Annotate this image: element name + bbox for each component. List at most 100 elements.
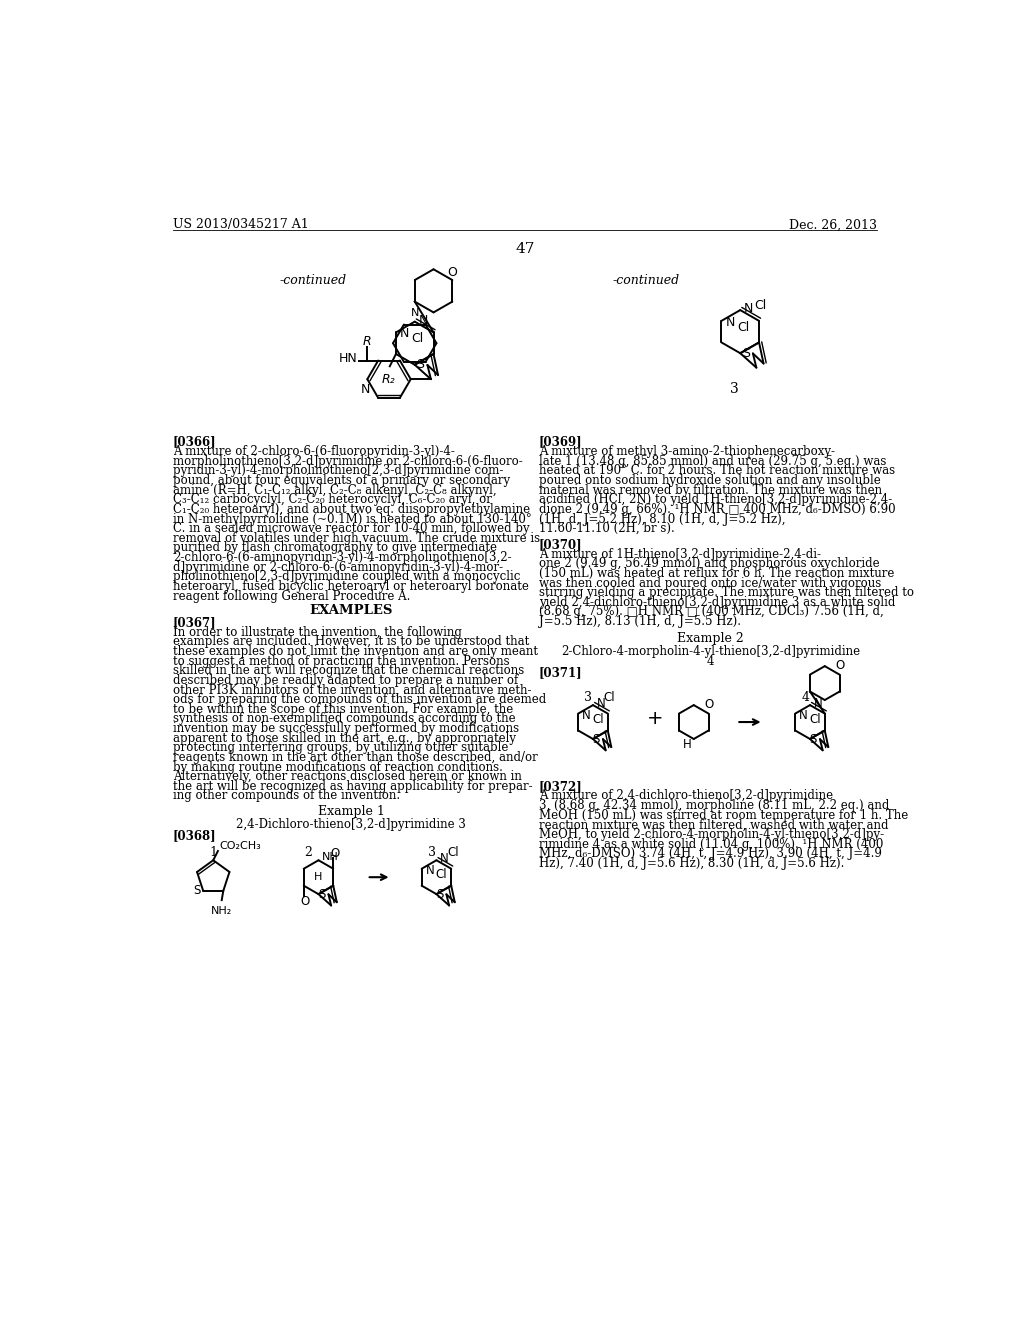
Text: N: N: [426, 863, 434, 876]
Text: N: N: [582, 709, 591, 722]
Text: Cl: Cl: [603, 692, 615, 705]
Text: N: N: [360, 383, 370, 396]
Text: S: S: [436, 888, 443, 900]
Text: (8.68 g, 75%). □H NMR □ (400 MHz, CDCl₃) 7.56 (1H, d,: (8.68 g, 75%). □H NMR □ (400 MHz, CDCl₃)…: [539, 606, 884, 618]
Text: amine (R=H, C₁-C₁₂ alkyl, C₂-C₈ alkenyl, C₂-C₈ alkynyl,: amine (R=H, C₁-C₁₂ alkyl, C₂-C₈ alkenyl,…: [173, 483, 497, 496]
Text: 4: 4: [707, 655, 715, 668]
Text: O: O: [330, 847, 339, 859]
Text: purified by flash chromatography to give intermediate: purified by flash chromatography to give…: [173, 541, 497, 554]
Text: 2: 2: [304, 846, 312, 859]
Text: the art will be recognized as having applicability for prepar-: the art will be recognized as having app…: [173, 780, 532, 793]
Text: yield 2,4-dichloro-thieno[3,2-d]pyrimidine 3 as a white solid: yield 2,4-dichloro-thieno[3,2-d]pyrimidi…: [539, 595, 895, 609]
Text: morpholinothieno[3,2-d]pyrimidine or 2-chloro-6-(6-fluoro-: morpholinothieno[3,2-d]pyrimidine or 2-c…: [173, 455, 522, 467]
Text: these examples do not limit the invention and are only meant: these examples do not limit the inventio…: [173, 645, 538, 659]
Text: MeOH (150 mL) was stirred at room temperature for 1 h. The: MeOH (150 mL) was stirred at room temper…: [539, 809, 908, 821]
Text: O: O: [301, 895, 310, 908]
Text: ods for preparing the compounds of this invention are deemed: ods for preparing the compounds of this …: [173, 693, 546, 706]
Text: heteroaryl, fused bicyclic heteroaryl or heteroaryl boronate: heteroaryl, fused bicyclic heteroaryl or…: [173, 579, 528, 593]
Text: heated at 190° C. for 2 hours. The hot reaction mixture was: heated at 190° C. for 2 hours. The hot r…: [539, 465, 895, 478]
Text: Cl: Cl: [446, 846, 459, 859]
Text: pyridin-3-yl)-4-morpholinothieno[2,3-d]pyrimidine com-: pyridin-3-yl)-4-morpholinothieno[2,3-d]p…: [173, 465, 504, 478]
Text: [0367]: [0367]: [173, 616, 216, 630]
Text: MHz, d₆-DMSO) 3.74 (4H, t, J=4.9 Hz), 3.90 (4H, t, J=4.9: MHz, d₆-DMSO) 3.74 (4H, t, J=4.9 Hz), 3.…: [539, 847, 882, 861]
Text: O: O: [703, 698, 713, 711]
Text: 3: 3: [428, 846, 436, 859]
Text: N: N: [725, 315, 734, 329]
Text: N: N: [440, 853, 450, 865]
Text: d]pyrimidine or 2-chloro-6-(6-aminopyridin-3-yl)-4-mor-: d]pyrimidine or 2-chloro-6-(6-aminopyrid…: [173, 561, 503, 574]
Text: to be within the scope of this invention. For example, the: to be within the scope of this invention…: [173, 702, 513, 715]
Text: N: N: [411, 308, 419, 318]
Text: N: N: [799, 709, 808, 722]
Text: [0366]: [0366]: [173, 436, 216, 449]
Text: NH₂: NH₂: [211, 907, 232, 916]
Text: N: N: [744, 302, 754, 315]
Text: [0371]: [0371]: [539, 667, 583, 680]
Text: 4: 4: [802, 692, 809, 705]
Text: N: N: [597, 697, 605, 710]
Text: Dec. 26, 2013: Dec. 26, 2013: [788, 218, 877, 231]
Text: acidified (HCl, 2N) to yield 1H-thieno[3,2-d]pyrimidine-2,4-: acidified (HCl, 2N) to yield 1H-thieno[3…: [539, 494, 892, 507]
Text: one 2 (9.49 g, 56.49 mmol) and phosphorous oxychloride: one 2 (9.49 g, 56.49 mmol) and phosphoro…: [539, 557, 880, 570]
Text: S: S: [318, 888, 326, 900]
Text: by making routine modifications of reaction conditions.: by making routine modifications of react…: [173, 760, 503, 774]
Text: -continued: -continued: [612, 275, 680, 286]
Text: examples are included. However, it is to be understood that: examples are included. However, it is to…: [173, 635, 529, 648]
Text: NH: NH: [323, 853, 339, 862]
Text: stirring yielding a precipitate. The mixture was then filtered to: stirring yielding a precipitate. The mix…: [539, 586, 913, 599]
Text: was then cooled and poured onto ice/water with vigorous: was then cooled and poured onto ice/wate…: [539, 577, 881, 590]
Text: 2,4-Dichloro-thieno[3,2-d]pyrimidine 3: 2,4-Dichloro-thieno[3,2-d]pyrimidine 3: [237, 817, 466, 830]
Text: H: H: [683, 738, 691, 751]
Text: C₁-C₂₀ heteroaryl), and about two eq. diisopropylethylamine: C₁-C₂₀ heteroaryl), and about two eq. di…: [173, 503, 530, 516]
Text: EXAMPLES: EXAMPLES: [309, 603, 393, 616]
Text: reaction mixture was then filtered, washed with water and: reaction mixture was then filtered, wash…: [539, 818, 888, 832]
Text: [0369]: [0369]: [539, 436, 583, 449]
Text: 3: 3: [730, 381, 738, 396]
Text: other PI3K inhibitors of the invention, and alternative meth-: other PI3K inhibitors of the invention, …: [173, 684, 531, 697]
Text: pholinothieno[2,3-d]pyrimidine coupled with a monocyclic: pholinothieno[2,3-d]pyrimidine coupled w…: [173, 570, 520, 583]
Text: [0368]: [0368]: [173, 829, 216, 842]
Text: HN: HN: [339, 351, 357, 364]
Text: A mixture of 2-chloro-6-(6-fluoropyridin-3-yl)-4-: A mixture of 2-chloro-6-(6-fluoropyridin…: [173, 445, 455, 458]
Text: A mixture of 1H-thieno[3,2-d]pyrimidine-2,4-di-: A mixture of 1H-thieno[3,2-d]pyrimidine-…: [539, 548, 821, 561]
Text: late 1 (13.48 g, 85.85 mmol) and urea (29.75 g, 5 eq.) was: late 1 (13.48 g, 85.85 mmol) and urea (2…: [539, 455, 886, 467]
Text: S: S: [593, 733, 600, 746]
Text: C₃-C₁₂ carbocyclyl, C₂-C₂₀ heterocyclyl, C₆-C₂₀ aryl, or: C₃-C₁₂ carbocyclyl, C₂-C₂₀ heterocyclyl,…: [173, 494, 492, 507]
Text: O: O: [447, 265, 458, 279]
Text: 3: 3: [585, 692, 592, 705]
Text: dione 2 (9.49 g, 66%). ¹H NMR □ 400 MHz, d₆-DMSO) 6.90: dione 2 (9.49 g, 66%). ¹H NMR □ 400 MHz,…: [539, 503, 895, 516]
Text: C. in a sealed microwave reactor for 10-40 min, followed by: C. in a sealed microwave reactor for 10-…: [173, 523, 529, 535]
Text: 2-chloro-6-(6-aminopyridin-3-yl)-4-morpholinothieno[3,2-: 2-chloro-6-(6-aminopyridin-3-yl)-4-morph…: [173, 552, 512, 564]
Text: -continued: -continued: [280, 275, 346, 286]
Text: skilled in the art will recognize that the chemical reactions: skilled in the art will recognize that t…: [173, 664, 524, 677]
Text: 47: 47: [515, 242, 535, 256]
Text: Cl: Cl: [435, 869, 447, 882]
Text: Cl: Cl: [737, 321, 750, 334]
Text: CO₂CH₃: CO₂CH₃: [219, 841, 261, 851]
Text: to suggest a method of practicing the invention. Persons: to suggest a method of practicing the in…: [173, 655, 510, 668]
Text: reagents known in the art other than those described, and/or: reagents known in the art other than tho…: [173, 751, 538, 764]
Text: synthesis of non-exemplified compounds according to the: synthesis of non-exemplified compounds a…: [173, 713, 515, 726]
Text: Cl: Cl: [592, 713, 604, 726]
Text: Cl: Cl: [755, 298, 767, 312]
Text: invention may be successfully performed by modifications: invention may be successfully performed …: [173, 722, 519, 735]
Text: rimidine 4 as a white solid (11.04 g, 100%). ¹H NMR (400: rimidine 4 as a white solid (11.04 g, 10…: [539, 838, 883, 850]
Text: Hz), 7.40 (1H, d, J=5.6 Hz), 8.30 (1H, d, J=5.6 Hz).: Hz), 7.40 (1H, d, J=5.6 Hz), 8.30 (1H, d…: [539, 857, 844, 870]
Text: S: S: [741, 347, 750, 360]
Text: [0370]: [0370]: [539, 539, 583, 550]
Text: [0372]: [0372]: [539, 780, 583, 793]
Text: Alternatively, other reactions disclosed herein or known in: Alternatively, other reactions disclosed…: [173, 770, 522, 783]
Text: N: N: [419, 314, 428, 326]
Text: apparent to those skilled in the art, e.g., by appropriately: apparent to those skilled in the art, e.…: [173, 731, 516, 744]
Text: 3, (8.68 g, 42.34 mmol), morpholine (8.11 mL, 2.2 eq.) and: 3, (8.68 g, 42.34 mmol), morpholine (8.1…: [539, 799, 889, 812]
Text: N: N: [399, 327, 410, 341]
Text: A mixture of methyl 3-amino-2-thiophenecarboxy-: A mixture of methyl 3-amino-2-thiophenec…: [539, 445, 835, 458]
Text: H: H: [314, 873, 323, 882]
Text: removal of volatiles under high vacuum. The crude mixture is: removal of volatiles under high vacuum. …: [173, 532, 540, 545]
Text: S: S: [417, 359, 424, 371]
Text: in N-methylpyrrolidine (~0.1M) is heated to about 130-140°: in N-methylpyrrolidine (~0.1M) is heated…: [173, 512, 531, 525]
Text: S: S: [810, 733, 817, 746]
Text: R: R: [362, 335, 371, 347]
Text: protecting interfering groups, by utilizing other suitable: protecting interfering groups, by utiliz…: [173, 742, 508, 754]
Text: N: N: [814, 697, 822, 710]
